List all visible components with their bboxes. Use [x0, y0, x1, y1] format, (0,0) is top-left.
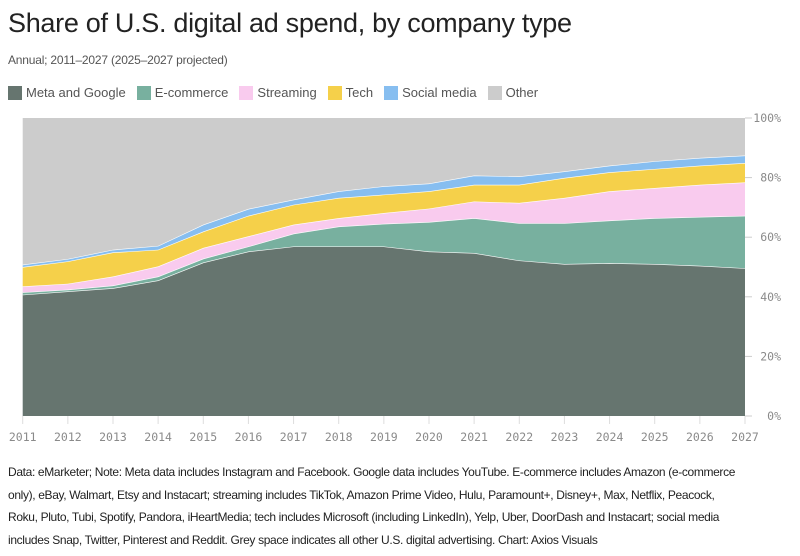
area-meta-and-google: [22, 246, 745, 416]
chart-title: Share of U.S. digital ad spend, by compa…: [8, 8, 572, 38]
legend-swatch: [384, 85, 399, 100]
x-tick-label: 2026: [686, 430, 714, 444]
x-tick-label: 2019: [370, 430, 398, 444]
x-tick-label: 2018: [325, 430, 353, 444]
x-tick-label: 2021: [460, 430, 488, 444]
y-tick-label: 0%: [767, 409, 781, 423]
legend-label: Other: [505, 85, 539, 100]
legend-label: Streaming: [257, 85, 317, 100]
x-tick-label: 2011: [9, 430, 37, 444]
y-tick-label: 100%: [753, 111, 781, 125]
footnote-line: includes Snap, Twitter, Pinterest and Re…: [8, 532, 598, 547]
x-axis: 2011 2012 2013 2014 2015 2016 2017 2018 2019 2020…: [9, 416, 759, 444]
footnote-line: only), eBay, Walmart, Etsy and Instacart…: [8, 487, 715, 502]
x-tick-label: 2025: [641, 430, 669, 444]
x-tick-label: 2017: [280, 430, 308, 444]
x-tick-label: 2013: [99, 430, 127, 444]
footnote: Data: eMarketer; Note: Meta data include…: [8, 461, 735, 551]
y-tick-label: 20%: [760, 349, 781, 363]
legend: Meta and Google E-commerce Streaming Tec…: [8, 85, 549, 100]
legend-item-social-media: Social media: [384, 85, 477, 100]
legend-item-ecommerce: E-commerce: [136, 85, 229, 100]
legend-label: Meta and Google: [26, 85, 126, 100]
area-e-commerce: [22, 215, 745, 295]
legend-swatch: [136, 85, 151, 100]
footnote-line: Roku, Pluto, Tubi, Spotify, Pandora, iHe…: [8, 510, 720, 524]
x-tick-label: 2022: [505, 430, 533, 444]
area-social-media: [22, 155, 745, 267]
x-tick-label: 2027: [731, 430, 759, 444]
legend-item-meta-google: Meta and Google: [8, 85, 126, 100]
legend-label: Tech: [345, 85, 374, 100]
legend-swatch: [8, 85, 22, 100]
y-tick-label: 80%: [760, 171, 781, 185]
chart-subtitle: Annual; 2011–2027 (2025–2027 projected): [8, 53, 228, 67]
legend-item-other: Other: [487, 85, 539, 100]
y-tick-label: 40%: [760, 290, 781, 304]
x-tick-label: 2023: [551, 430, 579, 444]
x-tick-label: 2020: [415, 430, 443, 444]
gridlines: [745, 117, 752, 417]
x-tick-label: 2012: [54, 430, 82, 444]
legend-label: E-commerce: [154, 85, 229, 100]
y-tick-label: 60%: [760, 230, 781, 244]
legend-item-tech: Tech: [327, 85, 374, 100]
area-tech: [22, 162, 745, 287]
areas-layer: [22, 118, 746, 416]
area-streaming: [22, 182, 745, 293]
y-axis: 0% 20% 40% 60% 80% 100%: [753, 111, 781, 423]
legend-swatch: [487, 85, 502, 100]
x-tick-label: 2015: [189, 430, 217, 444]
legend-swatch: [239, 85, 254, 100]
footnote-line: Data: eMarketer; Note: Meta data include…: [8, 465, 736, 479]
x-tick-label: 2014: [144, 430, 172, 444]
legend-swatch: [327, 85, 342, 100]
legend-label: Social media: [402, 85, 477, 100]
legend-item-streaming: Streaming: [239, 85, 317, 100]
x-tick-label: 2016: [235, 430, 263, 444]
area-other: [22, 118, 745, 265]
x-tick-label: 2024: [596, 430, 624, 444]
